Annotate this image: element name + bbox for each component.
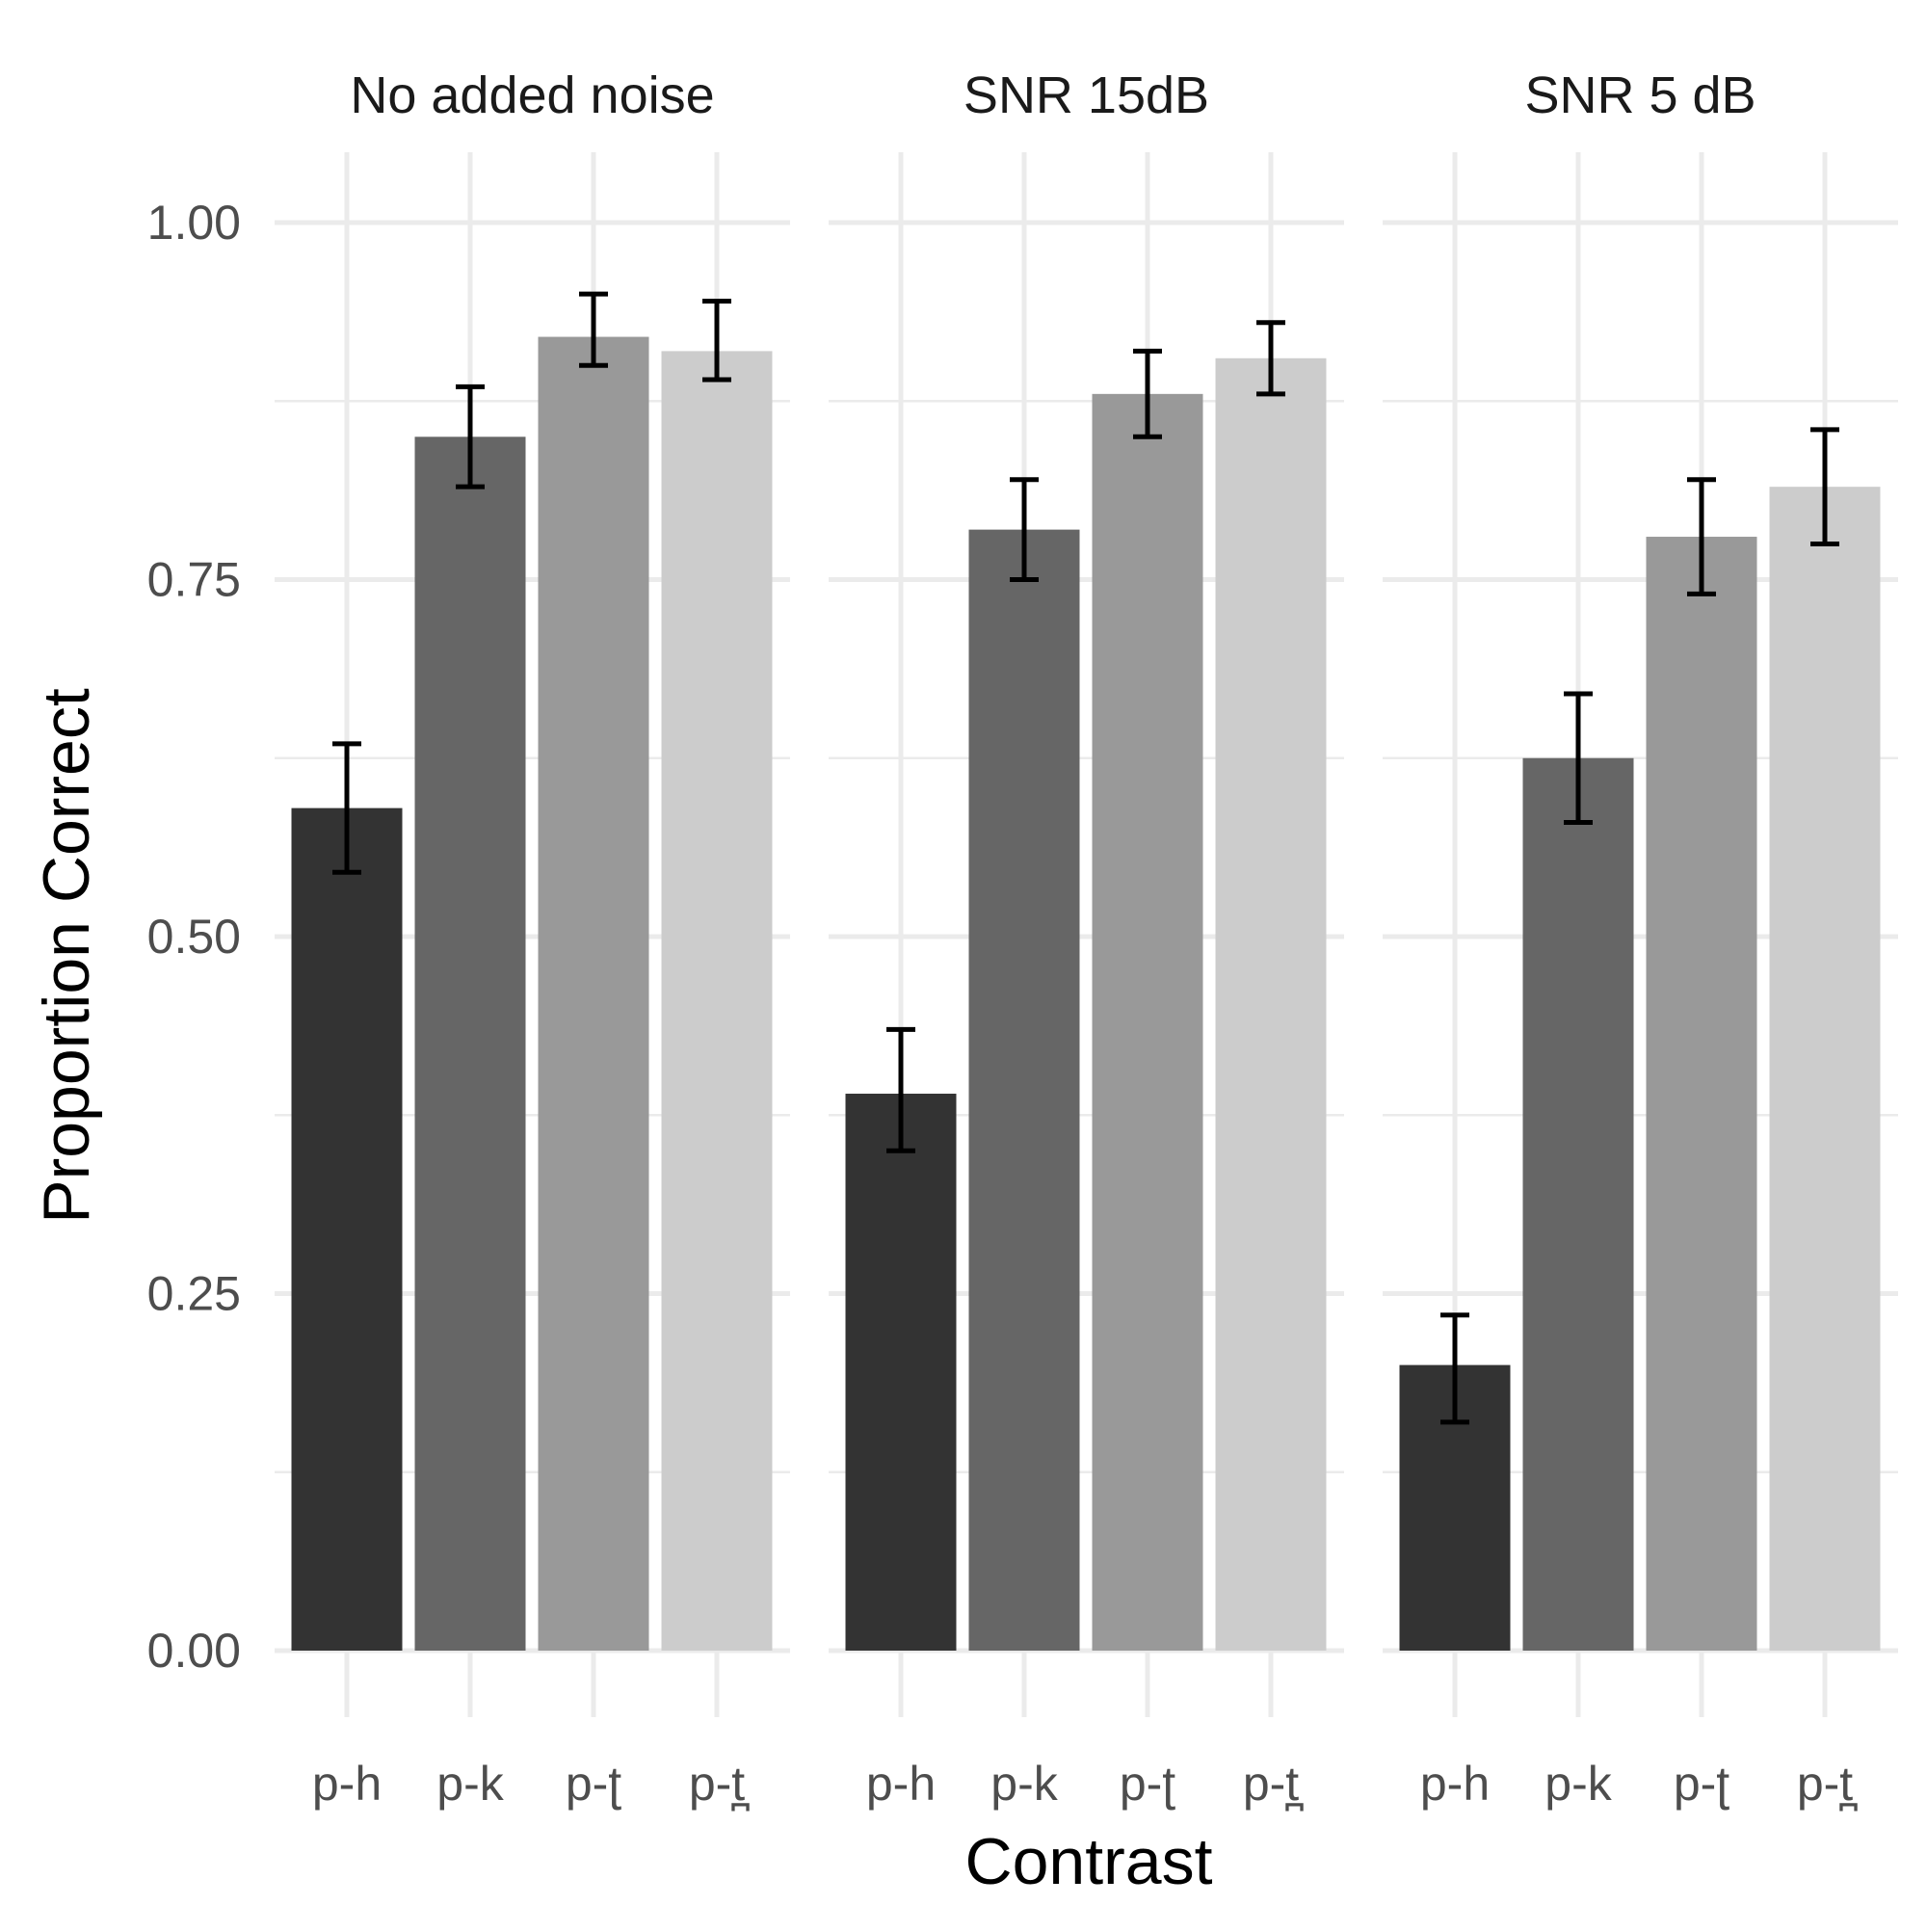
- bar: [414, 437, 526, 1651]
- bar: [1646, 537, 1757, 1651]
- facet-title: SNR 5 dB: [1524, 66, 1755, 124]
- x-tick-label: p-h: [312, 1757, 382, 1811]
- y-tick-label: 0.75: [147, 553, 241, 607]
- facet-title: No added noise: [350, 66, 714, 124]
- x-tick-label: p-t̪: [1243, 1757, 1305, 1811]
- x-tick-label: p-t̪: [689, 1757, 751, 1811]
- x-tick-label: p-k: [990, 1757, 1058, 1811]
- x-tick-label: p-h: [1420, 1757, 1490, 1811]
- bar: [1092, 393, 1203, 1652]
- x-tick-label: p-ʈ: [566, 1757, 621, 1811]
- x-tick-label: p-h: [866, 1757, 936, 1811]
- x-tick-label: p-k: [1544, 1757, 1612, 1811]
- bar: [968, 529, 1080, 1651]
- bar-layer: [291, 336, 1881, 1652]
- bar: [291, 807, 403, 1651]
- error-layer: [332, 291, 1839, 1425]
- x-tick-label: p-t̪: [1797, 1757, 1859, 1811]
- x-tick-label: p-k: [436, 1757, 504, 1811]
- x-tick-label: p-ʈ: [1674, 1757, 1729, 1811]
- x-tick-label: p-ʈ: [1120, 1757, 1175, 1811]
- bar: [1522, 757, 1634, 1651]
- bar: [845, 1094, 957, 1651]
- bar: [538, 336, 649, 1651]
- x-axis-title: Contrast: [965, 1825, 1213, 1898]
- facet-title: SNR 15dB: [964, 66, 1209, 124]
- y-tick-label: 1.00: [147, 196, 241, 250]
- bar: [1769, 487, 1881, 1651]
- label-layer: No added noise p-h p-k p-ʈ p-t̪ SNR 15dB p-h p-…: [147, 66, 1859, 1811]
- y-tick-label: 0.50: [147, 910, 241, 964]
- y-tick-label: 0.00: [147, 1624, 241, 1678]
- bar: [1215, 357, 1327, 1651]
- y-axis-title: Proportion Correct: [30, 688, 103, 1224]
- y-tick-label: 0.25: [147, 1267, 241, 1321]
- bar: [661, 351, 773, 1651]
